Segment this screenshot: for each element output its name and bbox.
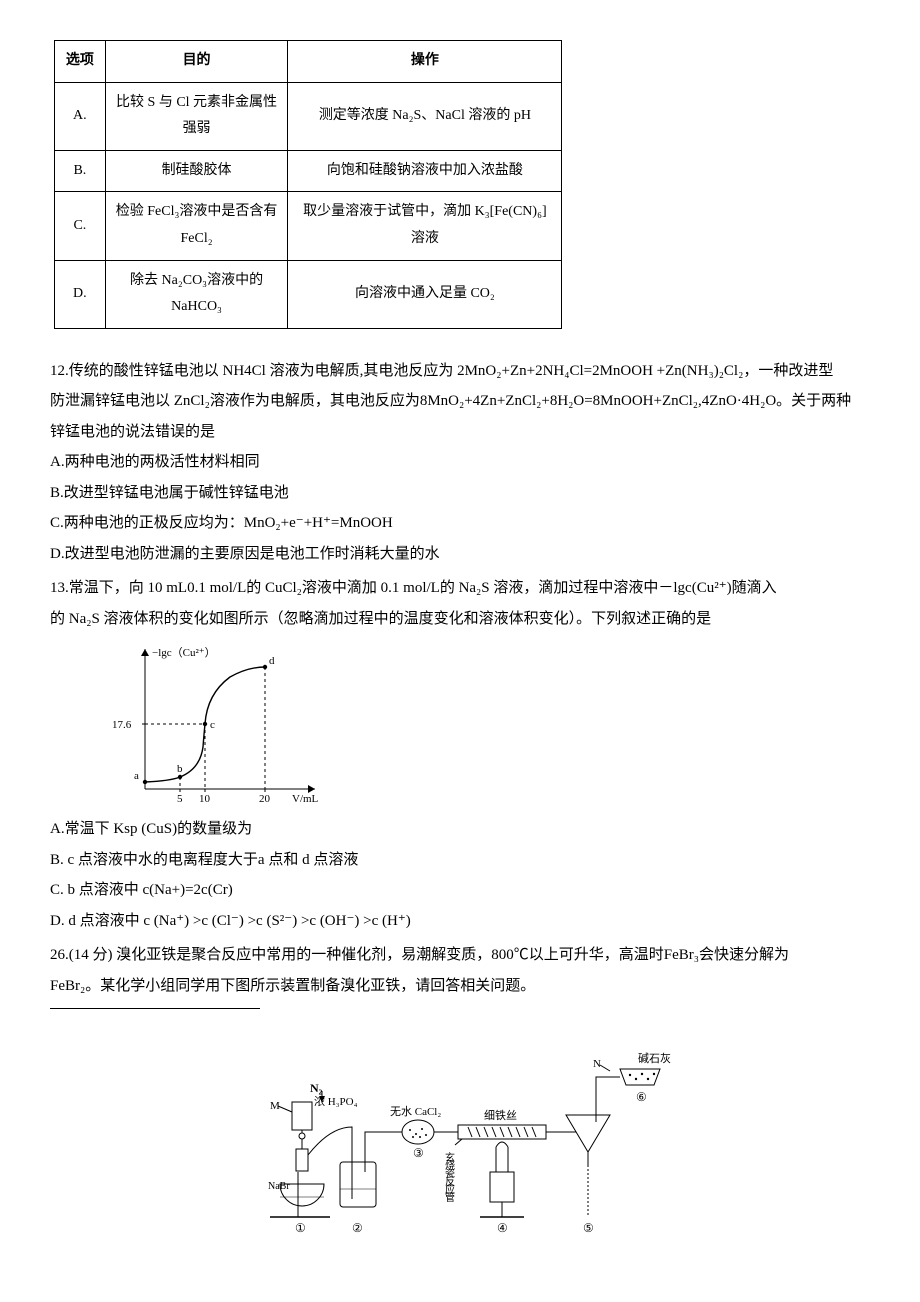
x-axis-label: V/mL: [292, 793, 319, 805]
wash-bottle: [340, 1162, 376, 1207]
q13-stem1: 常温下，向 10 mL0.1 mol/L的 CuCl₂溶液中滴加 0.1 mol…: [69, 580, 777, 596]
th-option: 选项: [55, 41, 106, 83]
question-12: 12.传统的酸性锌锰电池以 NH4Cl 溶液为电解质,其电池反应为 2MnO₂+…: [50, 357, 870, 569]
cell-opt: A.: [55, 82, 106, 150]
options-table: 选项 目的 操作 A. 比较 S 与 Cl 元素非金属性强弱 测定等浓度 Na₂…: [54, 40, 562, 329]
burner-body: [490, 1172, 514, 1202]
q13-chart: −lgc（Cu²⁺） V/mL 17.6 5 10 20 a b c d: [100, 639, 330, 809]
drop-funnel-body: [292, 1102, 312, 1130]
question-13: 13.常温下，向 10 mL0.1 mol/L的 CuCl₂溶液中滴加 0.1 …: [50, 574, 870, 935]
point-d: [263, 665, 267, 669]
q13-opt-c: C. b 点溶液中 c(Na+)=2c(Cr): [50, 876, 870, 905]
q26-stem2: FeBr₂。某化学小组同学用下图所示装置制备溴化亚铁，请回答相关问题。: [50, 972, 870, 1001]
cell-goal: 比较 S 与 Cl 元素非金属性强弱: [105, 82, 288, 150]
lime-tube: [620, 1069, 660, 1085]
cell-op: 向溶液中通入足量 CO₂: [288, 260, 562, 328]
q13-opt-d: D. d 点溶液中 c (Na⁺) >c (Cl⁻) >c (S²⁻) >c (…: [50, 907, 870, 936]
q12-opt-a: A.两种电池的两极活性材料相同: [50, 448, 870, 477]
lime-label: 碱石灰: [638, 1051, 671, 1065]
table-row: B. 制硅酸胶体 向饱和硅酸钠溶液中加入浓盐酸: [55, 150, 562, 192]
q26-stem1: 溴化亚铁是聚合反应中常用的一种催化剂，易潮解变质，800℃以上可升华，高温时Fe…: [116, 947, 789, 963]
circ-5: ⑤: [583, 1221, 594, 1235]
q12-line: 12.传统的酸性锌锰电池以 NH4Cl 溶液为电解质,其电池反应为 2MnO₂+…: [50, 357, 870, 386]
circ-6: ⑥: [636, 1090, 647, 1104]
cell-opt: C.: [55, 192, 106, 260]
th-operation: 操作: [288, 41, 562, 83]
point-a: [143, 780, 147, 784]
fe-wire-label: 细铁丝: [484, 1109, 517, 1122]
q26-score: (14 分): [69, 947, 113, 963]
table-row: C. 检验 FeCl₃溶液中是否含有 FeCl₂ 取少量溶液于试管中，滴加 K₃…: [55, 192, 562, 260]
q12-opt-c: C.两种电池的正极反应均为：MnO₂+e⁻+H⁺=MnOOH: [50, 509, 870, 538]
cell-opt: B.: [55, 150, 106, 192]
circ-4: ④: [497, 1221, 508, 1235]
q26-line: 26.(14 分) 溴化亚铁是聚合反应中常用的一种催化剂，易潮解变质，800℃以…: [50, 941, 870, 970]
nabr-label: NaBr: [268, 1181, 290, 1192]
q13-opt-a: A.常温下 Ksp (CuS)的数量级为: [50, 815, 870, 844]
q26-num: 26.: [50, 947, 69, 963]
xtick-20-label: 20: [259, 793, 271, 805]
circ-1: ①: [295, 1221, 306, 1235]
q12-num: 12.: [50, 363, 69, 379]
q12-stem3: 锌锰电池的说法错误的是: [50, 418, 870, 447]
circ-3: ③: [413, 1146, 424, 1160]
label-c: c: [210, 719, 215, 731]
q26-apparatus: M N₂ 浓 H₃PO₄ NaBr ① ② 无水 CaCl₂ ③: [240, 1017, 680, 1247]
q12-opt-b: B.改进型锌锰电池属于碱性锌锰电池: [50, 479, 870, 508]
chart-bg: [100, 639, 330, 809]
q13-line: 13.常温下，向 10 mL0.1 mol/L的 CuCl₂溶液中滴加 0.1 …: [50, 574, 870, 603]
drying-bulb: [402, 1120, 434, 1144]
point-b: [178, 775, 182, 779]
circ-2: ②: [352, 1221, 363, 1235]
q13-opt-b: B. c 点溶液中水的电离程度大于a 点和 d 点溶液: [50, 846, 870, 875]
q13-stem2: 的 Na₂S 溶液体积的变化如图所示（忽略滴加过程中的温度变化和溶液体积变化）。…: [50, 605, 870, 634]
q12-stem2: 防泄漏锌锰电池以 ZnCl₂溶液作为电解质，其电池反应为8MnO₂+4Zn+Zn…: [50, 387, 870, 416]
table-row: D. 除去 Na₂CO₃溶液中的 NaHCO₃ 向溶液中通入足量 CO₂: [55, 260, 562, 328]
question-26: 26.(14 分) 溴化亚铁是聚合反应中常用的一种催化剂，易潮解变质，800℃以…: [50, 941, 870, 1247]
label-d: d: [269, 655, 275, 667]
label-a: a: [134, 770, 139, 782]
stopcock-icon: [299, 1133, 305, 1139]
cell-goal: 检验 FeCl₃溶液中是否含有 FeCl₂: [105, 192, 288, 260]
n2-label: N₂: [310, 1081, 323, 1095]
cell-op: 测定等浓度 Na₂S、NaCl 溶液的 pH: [288, 82, 562, 150]
q12-opt-d: D.改进型电池防泄漏的主要原因是电池工作时消耗大量的水: [50, 540, 870, 569]
th-goal: 目的: [105, 41, 288, 83]
footnote-rule: [50, 1008, 260, 1009]
flask-neck: [296, 1149, 308, 1171]
label-b: b: [177, 763, 183, 775]
marker-n: N: [593, 1058, 601, 1070]
cell-op: 取少量溶液于试管中，滴加 K₃[Fe(CN)₆]溶液: [288, 192, 562, 260]
cacl2-label: 无水 CaCl₂: [390, 1105, 441, 1118]
cell-op: 向饱和硅酸钠溶液中加入浓盐酸: [288, 150, 562, 192]
ytick-label: 17.6: [112, 719, 132, 731]
y-axis-label: −lgc（Cu²⁺）: [152, 646, 216, 659]
table-row: A. 比较 S 与 Cl 元素非金属性强弱 测定等浓度 Na₂S、NaCl 溶液…: [55, 82, 562, 150]
xtick-10-label: 10: [199, 793, 211, 805]
cell-opt: D.: [55, 260, 106, 328]
q12-stem1: 传统的酸性锌锰电池以 NH4Cl 溶液为电解质,其电池反应为 2MnO₂+Zn+…: [69, 363, 834, 379]
cell-goal: 制硅酸胶体: [105, 150, 288, 192]
point-c: [203, 722, 207, 726]
xtick-5-label: 5: [177, 793, 183, 805]
cell-goal: 除去 Na₂CO₃溶液中的 NaHCO₃: [105, 260, 288, 328]
vessel-label: 玄烧瓷反应管: [443, 1151, 455, 1203]
q13-num: 13.: [50, 580, 69, 596]
